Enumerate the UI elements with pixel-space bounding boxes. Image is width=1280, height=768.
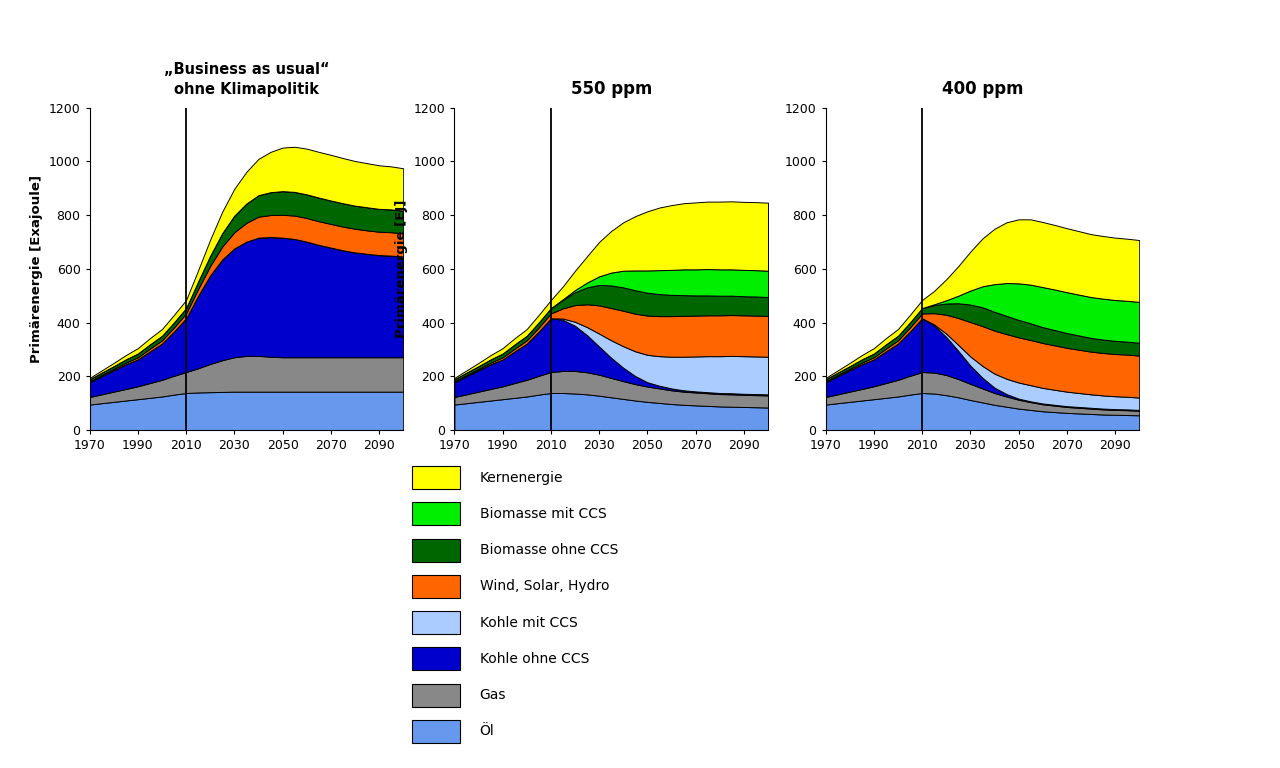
- FancyBboxPatch shape: [412, 720, 460, 743]
- Y-axis label: Primärenergie [Exajoule]: Primärenergie [Exajoule]: [31, 175, 44, 362]
- Title: 400 ppm: 400 ppm: [942, 80, 1023, 98]
- FancyBboxPatch shape: [412, 538, 460, 561]
- FancyBboxPatch shape: [412, 611, 460, 634]
- Text: Biomasse mit CCS: Biomasse mit CCS: [480, 507, 607, 521]
- Text: Kernenergie: Kernenergie: [480, 471, 563, 485]
- Text: Gas: Gas: [480, 688, 507, 702]
- FancyBboxPatch shape: [412, 466, 460, 489]
- Title: 550 ppm: 550 ppm: [571, 80, 652, 98]
- FancyBboxPatch shape: [412, 684, 460, 707]
- Title: „Business as usual“
ohne Klimapolitik: „Business as usual“ ohne Klimapolitik: [164, 62, 329, 97]
- Text: Öl: Öl: [480, 724, 494, 739]
- Y-axis label: Primärenergie [EJ]: Primärenergie [EJ]: [396, 200, 408, 338]
- Text: Biomasse ohne CCS: Biomasse ohne CCS: [480, 543, 618, 558]
- Text: Kohle mit CCS: Kohle mit CCS: [480, 616, 577, 630]
- FancyBboxPatch shape: [412, 647, 460, 670]
- Text: Kohle ohne CCS: Kohle ohne CCS: [480, 652, 589, 666]
- Text: Wind, Solar, Hydro: Wind, Solar, Hydro: [480, 579, 609, 594]
- FancyBboxPatch shape: [412, 575, 460, 598]
- FancyBboxPatch shape: [412, 502, 460, 525]
